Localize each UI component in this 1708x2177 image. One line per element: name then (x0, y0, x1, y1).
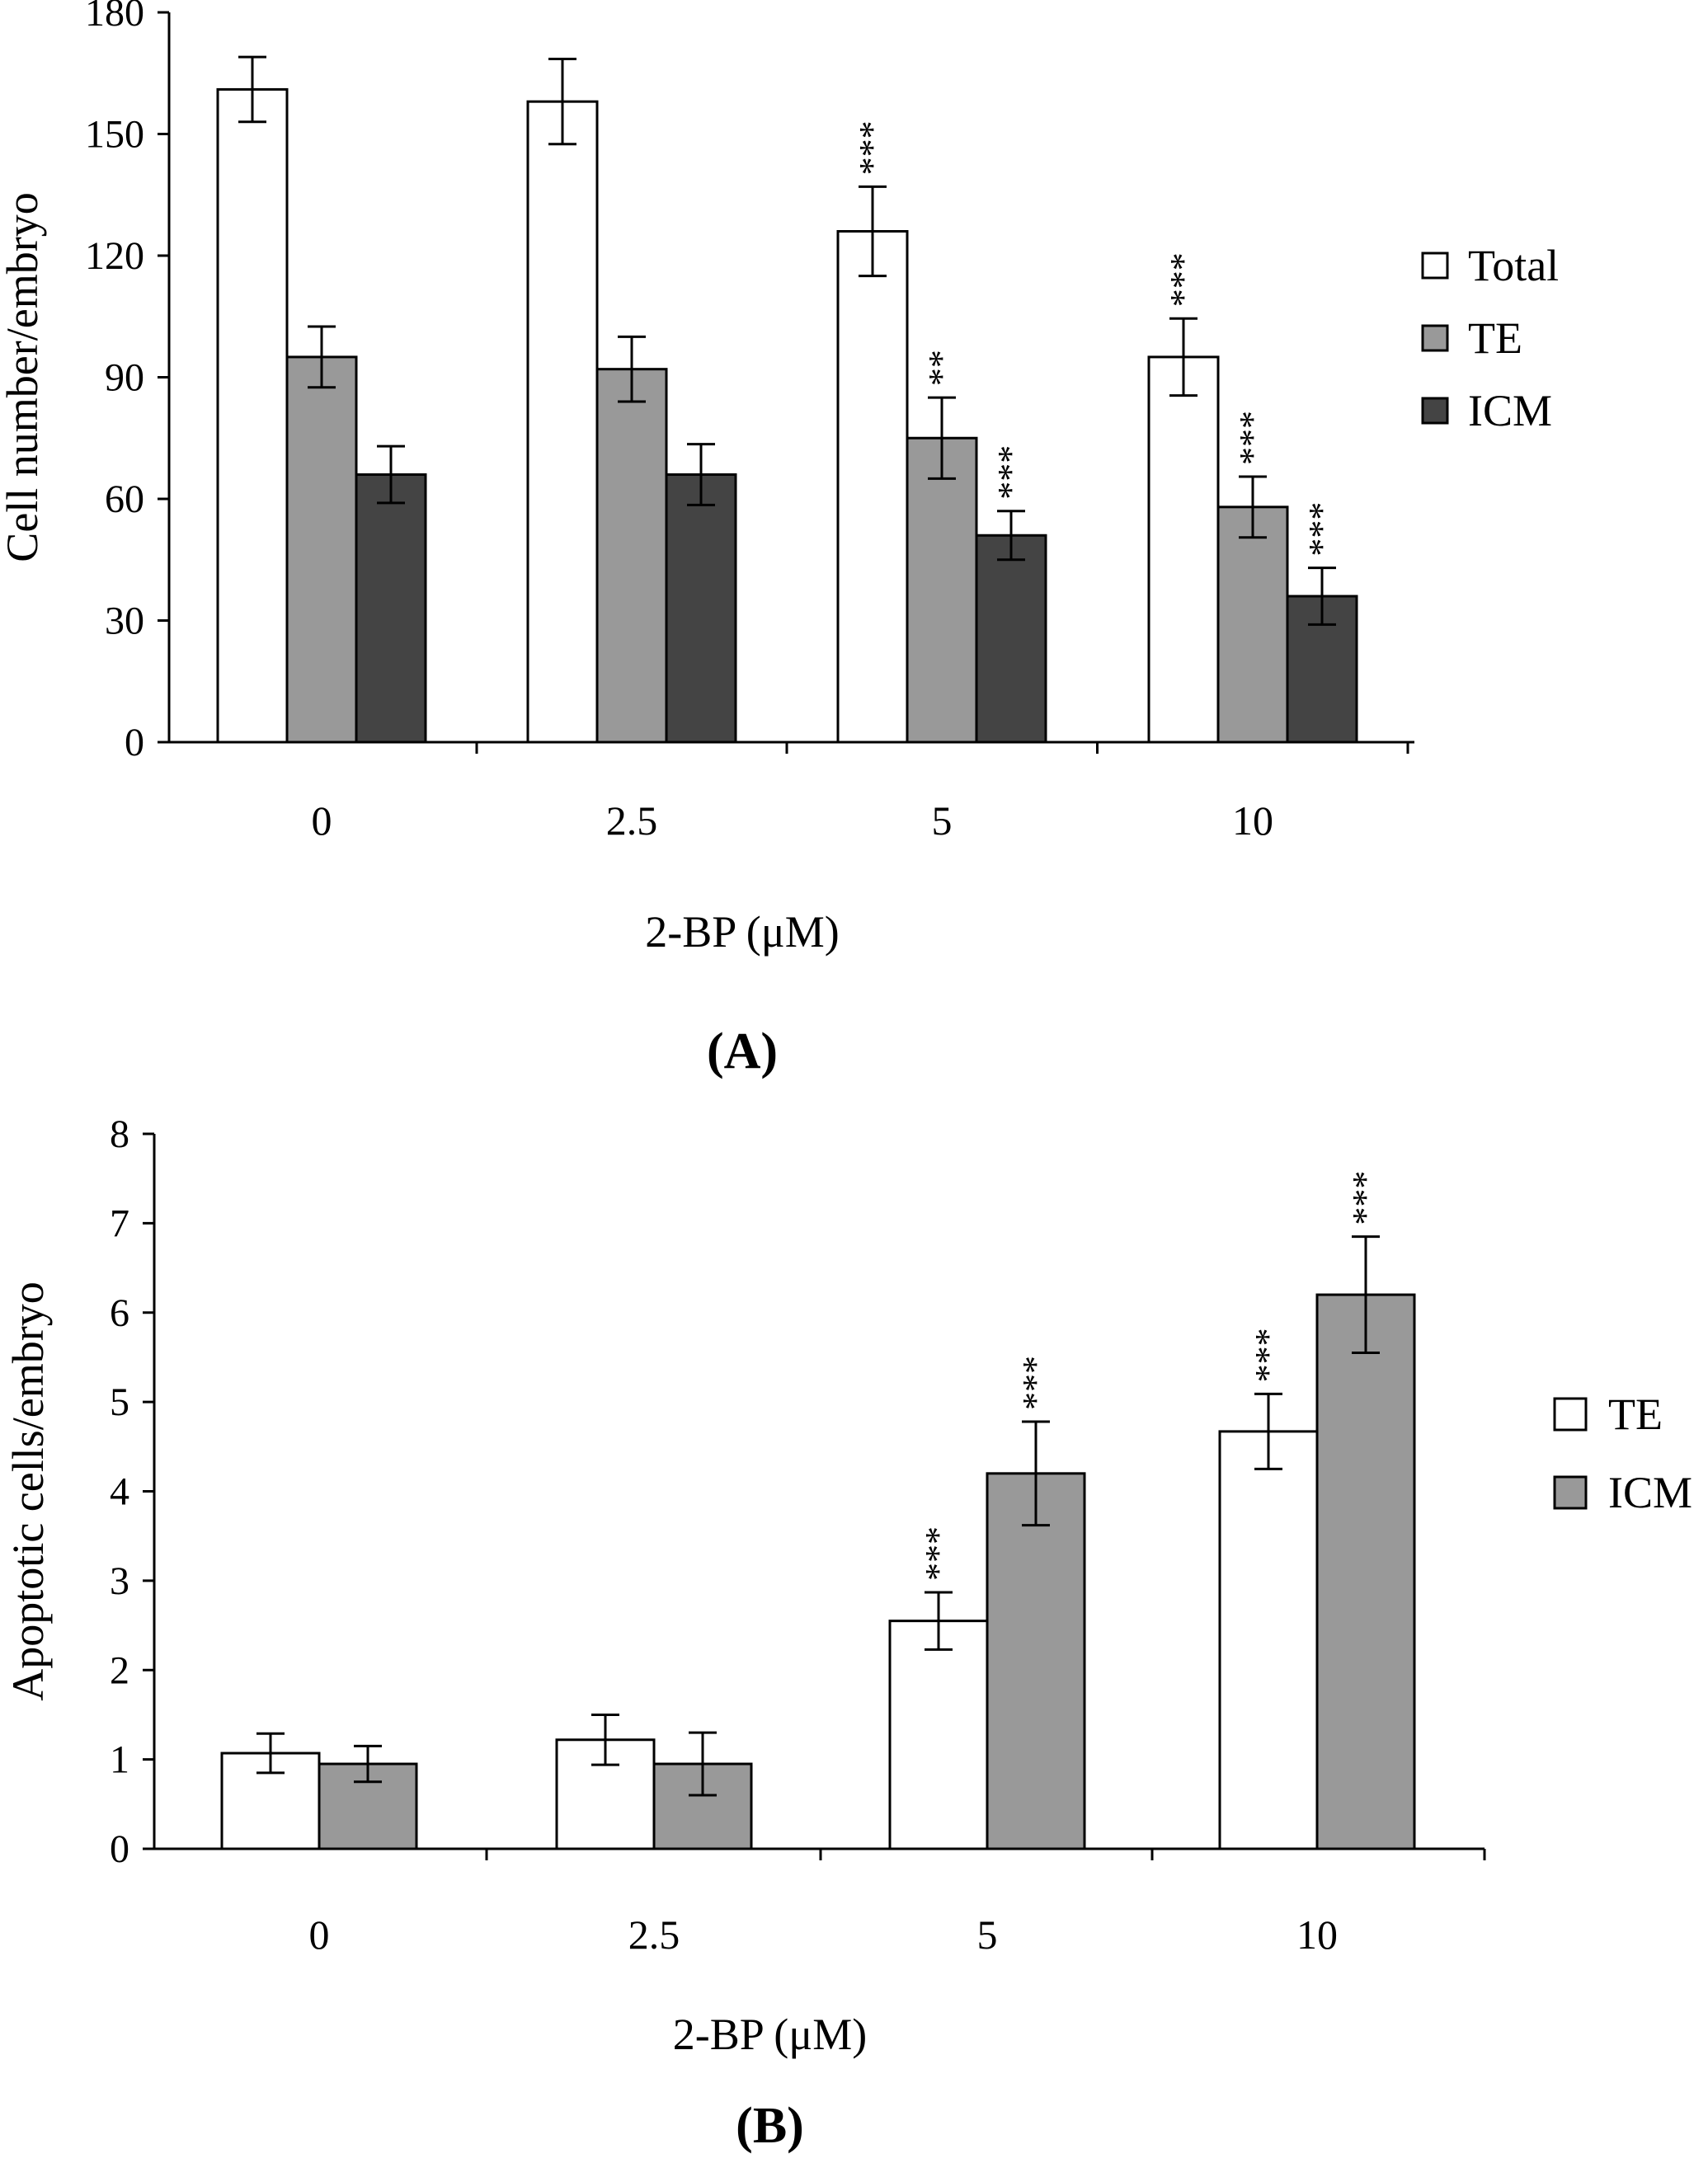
y-tick-label: 8 (110, 1112, 129, 1156)
y-axis-title: Cell number/embryo (0, 192, 47, 562)
bar-total-0 (216, 87, 289, 744)
legend-label-te: TE (1608, 1389, 1663, 1439)
y-tick-label: 0 (125, 721, 144, 764)
bar-icm-5 (986, 1472, 1086, 1850)
y-tick-label: 3 (110, 1559, 129, 1603)
legend-label-icm: ICM (1468, 386, 1552, 435)
bar-te-0 (285, 355, 358, 744)
x-axis-title: 2-BP (μM) (645, 907, 839, 957)
y-tick-label: 7 (110, 1201, 129, 1245)
legend-label-icm: ICM (1608, 1468, 1692, 1517)
y-axis-title: Apoptotic cells/embryo (3, 1281, 53, 1700)
x-category-label: 5 (932, 797, 953, 844)
bar-total-2.5 (526, 100, 599, 744)
y-tick-label: 2 (110, 1648, 129, 1692)
y-tick-label: 4 (110, 1470, 129, 1514)
x-category-label: 10 (1232, 797, 1273, 844)
significance-mark: *** (1232, 411, 1273, 465)
significance-mark: *** (1301, 502, 1342, 557)
significance-mark: *** (1015, 1356, 1056, 1410)
y-tick-label: 1 (110, 1738, 129, 1782)
bar-total-5 (836, 230, 909, 744)
legend-swatch-te (1421, 324, 1449, 352)
bar-te-10 (1216, 505, 1289, 744)
significance-mark: *** (1163, 252, 1203, 307)
legend-swatch-total (1421, 252, 1449, 280)
legend-swatch-icm (1421, 397, 1449, 425)
significance-mark: *** (1248, 1328, 1288, 1382)
y-tick-label: 30 (105, 599, 144, 643)
significance-mark: *** (990, 445, 1031, 500)
legend-swatch-te (1553, 1397, 1588, 1432)
y-tick-label: 0 (110, 1827, 129, 1871)
x-category-label: 0 (309, 1911, 330, 1958)
legend-label-te: TE (1468, 313, 1522, 363)
x-category-label: 2.5 (628, 1911, 680, 1958)
bar-icm-2.5 (665, 473, 737, 744)
bar-te-5 (906, 436, 978, 744)
bar-icm-10 (1286, 595, 1358, 744)
bar-icm-10 (1315, 1293, 1416, 1850)
legend-swatch-icm (1553, 1475, 1588, 1510)
bar-te-5 (888, 1620, 989, 1850)
bar-icm-0 (355, 473, 427, 744)
x-category-label: 5 (977, 1911, 998, 1958)
y-tick-label: 90 (105, 356, 144, 400)
panel-label: (A) (707, 1023, 778, 1079)
bar-te-10 (1218, 1430, 1319, 1850)
x-category-label: 2.5 (606, 797, 658, 844)
y-tick-label: 5 (110, 1380, 129, 1424)
significance-mark: *** (1345, 1171, 1386, 1225)
y-tick-label: 60 (105, 477, 144, 521)
panel-label: (B) (736, 2098, 804, 2154)
y-tick-label: 180 (85, 0, 144, 35)
y-tick-label: 150 (85, 113, 144, 157)
significance-mark: *** (852, 120, 892, 175)
significance-mark: ** (921, 350, 962, 386)
x-category-label: 0 (312, 797, 332, 844)
y-tick-label: 6 (110, 1291, 129, 1335)
x-axis-title: 2-BP (μM) (673, 2010, 867, 2059)
significance-mark: *** (918, 1526, 958, 1581)
chart-b-apoptotic-cells: *** *** *** *** 0 1 2 3 4 5 6 7 8 0 2.5 5 10 2-BP (μM) Apo… (3, 1112, 1692, 2154)
bar-total-10 (1147, 355, 1220, 744)
y-tick-label: 120 (85, 234, 144, 278)
x-category-label: 10 (1296, 1911, 1338, 1958)
legend-label-total: Total (1468, 241, 1559, 290)
bar-icm-5 (975, 534, 1047, 744)
bar-te-2.5 (595, 368, 668, 744)
